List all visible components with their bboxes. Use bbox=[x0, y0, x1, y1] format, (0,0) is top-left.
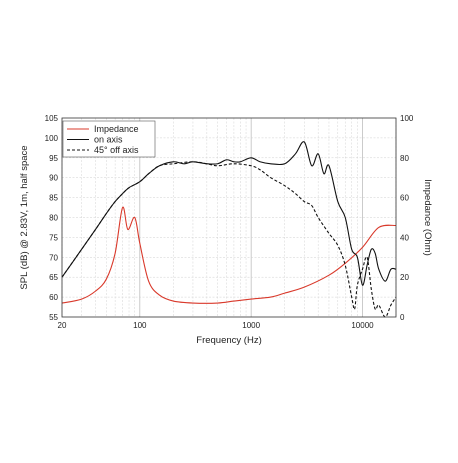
impedance-curve bbox=[61, 206, 397, 304]
y-left-tick-label: 65 bbox=[49, 273, 58, 282]
x-tick-label: 20 bbox=[58, 321, 67, 330]
y-left-tick-label: 70 bbox=[49, 253, 58, 262]
y-left-tick-label: 90 bbox=[49, 174, 58, 183]
y-left-tick-label: 80 bbox=[49, 214, 58, 223]
y-left-tick-label: 85 bbox=[49, 194, 58, 203]
y-left-tick-label: 60 bbox=[49, 293, 58, 302]
legend-label-off-axis: 45° off axis bbox=[94, 145, 139, 155]
y-right-tick-label: 80 bbox=[400, 154, 409, 163]
y-right-tick-label: 100 bbox=[400, 114, 414, 123]
y-right-tick-label: 40 bbox=[400, 233, 409, 242]
y-left-axis-label: SPL (dB) @ 2.83V, 1m, half space bbox=[19, 145, 30, 289]
tick-layer: 55 60 65 70 75 80 85 90 95 100 105 0 20 40 60 80 100 20 10… bbox=[45, 114, 414, 330]
y-left-tick-label: 75 bbox=[49, 233, 58, 242]
y-left-tick-label: 105 bbox=[45, 114, 59, 123]
series-layer bbox=[61, 141, 397, 318]
legend-label-on-axis: on axis bbox=[94, 135, 123, 145]
on-axis-curve bbox=[61, 141, 397, 286]
x-tick-label: 1000 bbox=[242, 321, 260, 330]
y-right-tick-label: 20 bbox=[400, 273, 409, 282]
x-tick-label: 10000 bbox=[351, 321, 374, 330]
y-left-tick-label: 55 bbox=[49, 313, 58, 322]
y-left-tick-label: 100 bbox=[45, 134, 59, 143]
legend-label-impedance: Impedance bbox=[94, 124, 139, 134]
legend: Impedance on axis 45° off axis bbox=[62, 120, 156, 158]
x-axis-label: Frequency (Hz) bbox=[196, 335, 261, 346]
y-right-axis-label: Impedance (Ohm) bbox=[422, 179, 433, 256]
off-axis-curve bbox=[61, 161, 397, 318]
y-right-tick-label: 60 bbox=[400, 194, 409, 203]
y-left-tick-label: 95 bbox=[49, 154, 58, 163]
y-right-tick-label: 0 bbox=[400, 313, 405, 322]
plot-frame bbox=[61, 117, 397, 318]
x-tick-label: 100 bbox=[133, 321, 147, 330]
